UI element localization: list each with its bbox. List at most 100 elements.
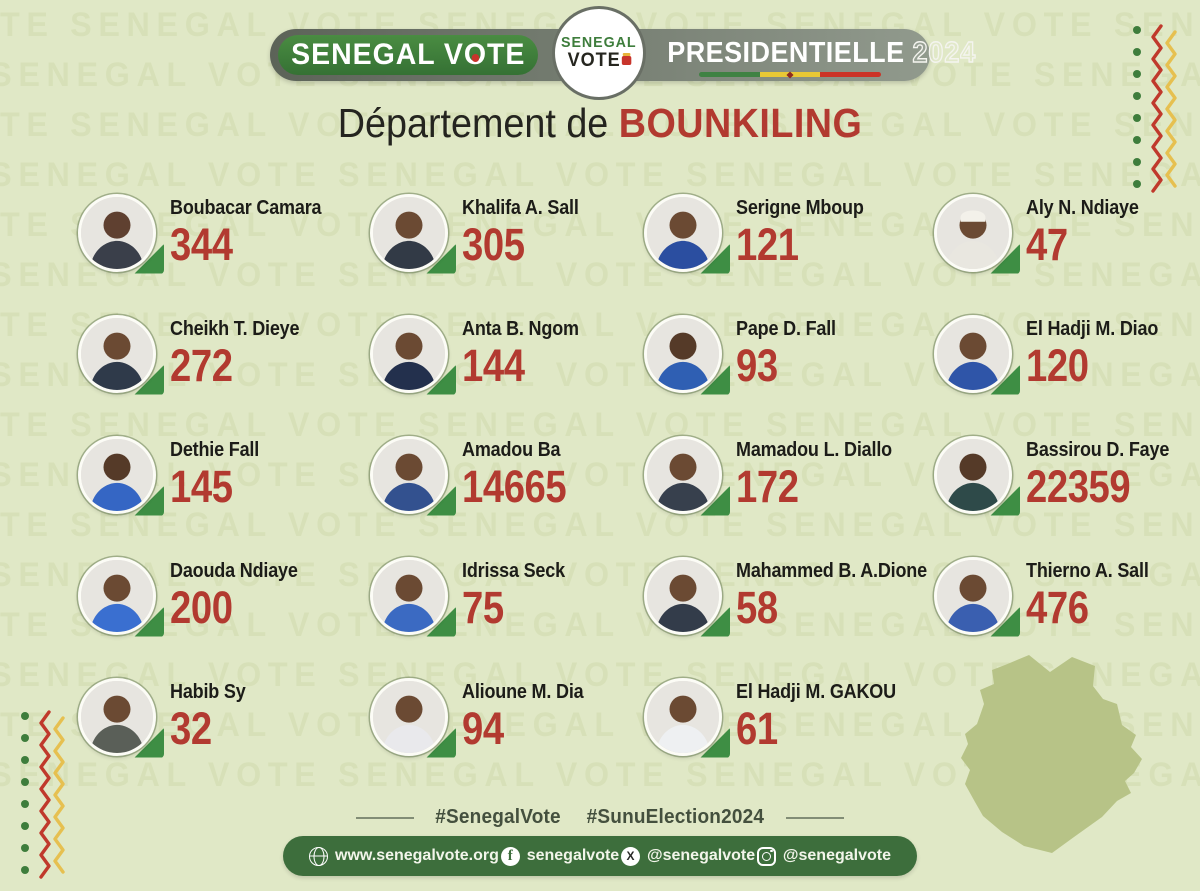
event-year: 2024 [912,36,977,69]
candidate-card: Cheikh T. Dieye 272 [78,293,370,414]
results-grid: Boubacar Camara 344 Khalifa A. Sall 305 [78,172,1170,777]
social-link-facebook[interactable]: senegalvote [500,846,619,866]
social-links-bar: www.senegalvote.org senegalvote @senegal… [283,836,917,876]
candidate-name: Dethie Fall [170,439,260,461]
kufi-hat [960,210,986,222]
person-avatar-icon [647,680,719,753]
candidate-name: Amadou Ba [462,439,561,461]
vote-count: 58 [736,582,778,633]
person-avatar-icon [647,317,719,390]
candidate-name: Mamadou L. Diallo [736,439,892,461]
title-department-name: BOUNKILING [618,100,863,146]
page-title: Département de BOUNKILING [0,100,1200,147]
candidate-card: Daouda Ndiaye 200 [78,535,370,656]
ballot-box-icon [621,53,631,66]
candidate-photo [370,314,456,395]
person-avatar-icon [373,559,445,632]
person-avatar-icon [647,196,719,269]
vote-count: 120 [1026,340,1089,391]
candidate-photo [934,193,1020,274]
person-avatar-icon [937,559,1009,632]
logo-text-top: SENEGAL [561,34,637,52]
logo-text-bottom: VOTE [567,50,631,71]
person-avatar-icon [81,317,153,390]
header-banner: SENEGAL VOTE SENEGAL VOTE PRESIDENTIELLE… [270,6,976,100]
social-link-instagram[interactable]: @senegalvote [756,846,891,866]
social-link-label: @senegalvote [782,847,891,864]
title-prefix: Département de [337,100,609,146]
person-avatar-icon [373,196,445,269]
candidate-card: Anta B. Ngom 144 [370,293,644,414]
vote-count: 32 [170,703,212,754]
candidate-name: Thierno A. Sall [1026,560,1149,582]
social-link-label: @senegalvote [647,847,756,864]
candidate-photo [370,193,456,274]
vote-count: 61 [736,703,778,754]
candidate-card: El Hadji M. GAKOU 61 [644,656,934,777]
person-avatar-icon [647,559,719,632]
vote-count: 22359 [1026,461,1131,512]
candidate-card: Idrissa Seck 75 [370,535,644,656]
person-avatar-icon [937,196,1009,269]
candidate-name: El Hadji M. Diao [1026,318,1159,340]
senegal-vote-logo: SENEGAL VOTE [552,6,646,100]
vote-count: 14665 [462,461,567,512]
ballot-o-icon: O [463,38,487,71]
candidate-photo [78,677,164,758]
candidate-photo [78,556,164,637]
candidate-name: Cheikh T. Dieye [170,318,300,340]
candidate-name: Boubacar Camara [170,197,322,219]
candidate-name: Anta B. Ngom [462,318,579,340]
candidate-card: Boubacar Camara 344 [78,172,370,293]
vote-count: 272 [170,340,233,391]
candidate-card: Thierno A. Sall 476 [934,535,1170,656]
instagram-icon [756,846,776,866]
candidate-name: Aly N. Ndiaye [1026,197,1139,219]
divider-line [786,816,845,819]
senegal-flag-stripe [699,70,882,79]
candidate-photo [934,556,1020,637]
event-block: PRESIDENTIELLE 2024 [658,36,976,79]
person-avatar-icon [81,438,153,511]
candidate-card: Alioune M. Dia 94 [370,656,644,777]
candidate-photo [644,677,730,758]
candidate-card: El Hadji M. Diao 120 [934,293,1170,414]
brand-label: SENEGAL VOTE [290,38,526,71]
person-avatar-icon [81,559,153,632]
candidate-name: Idrissa Seck [462,560,565,582]
candidate-name: El Hadji M. GAKOU [736,681,896,703]
candidate-photo [370,556,456,637]
vote-count: 94 [462,703,504,754]
hashtag-sunuelection: #SunuElection2024 [586,806,764,828]
candidate-name: Serigne Mboup [736,197,864,219]
candidate-photo [78,435,164,516]
vote-count: 75 [462,582,504,633]
social-link-x[interactable]: @senegalvote [621,846,756,866]
vote-count: 93 [736,340,778,391]
social-link-website[interactable]: www.senegalvote.org [309,846,499,866]
candidate-name: Daouda Ndiaye [170,560,298,582]
flag-star-icon [786,70,794,79]
candidate-name: Habib Sy [170,681,246,703]
candidate-photo [934,435,1020,516]
vote-count: 476 [1026,582,1089,633]
brand-pill: SENEGAL VOTE [278,35,538,75]
candidate-name: Bassirou D. Faye [1026,439,1170,461]
candidate-card: Serigne Mboup 121 [644,172,934,293]
candidate-photo [370,435,456,516]
candidate-name: Pape D. Fall [736,318,836,340]
person-avatar-icon [373,317,445,390]
vote-count: 121 [736,219,799,270]
candidate-photo [644,314,730,395]
person-avatar-icon [373,438,445,511]
candidate-card: Pape D. Fall 93 [644,293,934,414]
flag-green-segment [699,72,760,77]
hashtag-senegalvote: #SenegalVote [434,806,561,828]
person-avatar-icon [81,680,153,753]
person-avatar-icon [647,438,719,511]
flag-red-segment [820,72,882,77]
vote-count: 145 [170,461,233,512]
vote-count: 200 [170,582,233,633]
candidate-card: Amadou Ba 14665 [370,414,644,535]
